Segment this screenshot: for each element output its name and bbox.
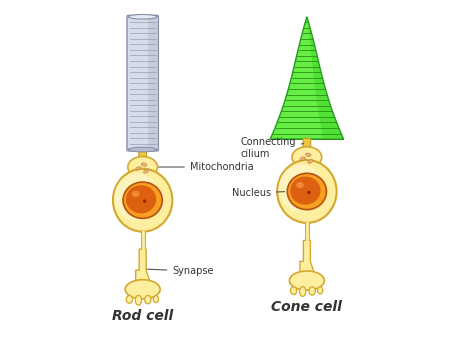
Ellipse shape <box>143 200 146 203</box>
Ellipse shape <box>114 174 159 221</box>
Ellipse shape <box>136 166 141 170</box>
Ellipse shape <box>128 147 157 152</box>
Ellipse shape <box>145 295 151 304</box>
Ellipse shape <box>135 295 142 305</box>
Ellipse shape <box>144 169 149 173</box>
Ellipse shape <box>308 159 313 163</box>
FancyBboxPatch shape <box>303 138 311 148</box>
Ellipse shape <box>306 153 311 157</box>
Ellipse shape <box>132 191 140 197</box>
Polygon shape <box>307 17 343 139</box>
Text: Synapse: Synapse <box>147 266 214 276</box>
Ellipse shape <box>123 182 162 218</box>
Ellipse shape <box>153 296 158 302</box>
FancyBboxPatch shape <box>127 15 158 151</box>
Text: Rod cell: Rod cell <box>112 308 173 323</box>
Ellipse shape <box>309 287 315 295</box>
Text: Cone cell: Cone cell <box>272 300 342 314</box>
Ellipse shape <box>141 163 147 166</box>
Ellipse shape <box>290 271 324 290</box>
FancyBboxPatch shape <box>139 149 146 159</box>
Polygon shape <box>136 249 150 280</box>
Polygon shape <box>300 240 314 272</box>
Ellipse shape <box>318 287 323 294</box>
Ellipse shape <box>296 182 304 188</box>
Ellipse shape <box>307 191 310 194</box>
Ellipse shape <box>128 15 157 19</box>
Ellipse shape <box>300 286 306 296</box>
Ellipse shape <box>287 173 327 210</box>
Ellipse shape <box>126 185 156 213</box>
Ellipse shape <box>128 157 157 178</box>
Ellipse shape <box>300 157 305 160</box>
Text: Mitochondria: Mitochondria <box>159 162 254 172</box>
FancyBboxPatch shape <box>148 18 156 148</box>
Text: Nucleus: Nucleus <box>232 188 284 198</box>
Ellipse shape <box>292 147 322 168</box>
Ellipse shape <box>279 165 323 212</box>
Ellipse shape <box>290 176 320 204</box>
Ellipse shape <box>277 160 337 223</box>
Ellipse shape <box>113 169 173 232</box>
Ellipse shape <box>126 296 133 303</box>
Polygon shape <box>270 17 344 139</box>
Text: Connecting
cilium: Connecting cilium <box>240 137 304 159</box>
Ellipse shape <box>125 280 160 299</box>
Ellipse shape <box>291 287 297 295</box>
